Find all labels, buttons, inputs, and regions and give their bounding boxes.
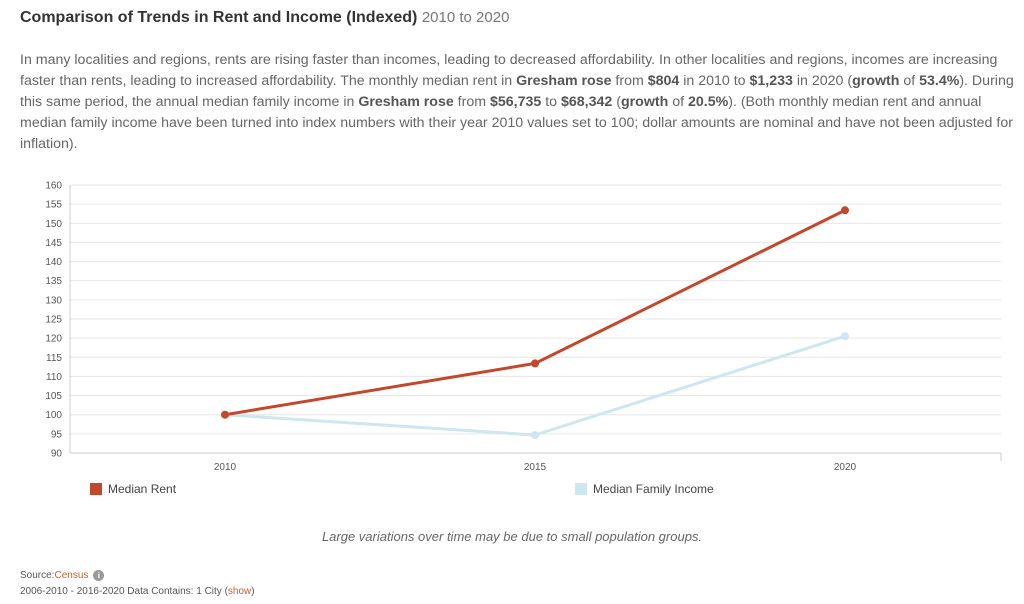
y-tick-label: 110 — [46, 372, 62, 383]
y-tick-label: 140 — [45, 257, 62, 268]
desc-text: of — [668, 94, 688, 110]
x-tick-label: 2020 — [834, 462, 857, 473]
meta-text: ) — [251, 586, 255, 597]
show-link[interactable]: show — [227, 586, 252, 597]
desc-text: In many localities and regions, rents ar… — [20, 52, 998, 89]
desc-place: Gresham rose — [358, 94, 454, 110]
data-point-median-rent — [221, 410, 229, 419]
series-line-median-family-income — [224, 334, 846, 437]
census-link[interactable]: Census — [54, 570, 89, 581]
desc-text: ). During this same period, the annual m… — [20, 73, 1014, 110]
source-line: Source: Census i — [20, 570, 105, 581]
data-point-median-rent — [841, 206, 849, 215]
series-line-median-rent — [224, 208, 846, 417]
y-tick-label: 100 — [45, 410, 62, 421]
legend-label-income: Median Family Income — [593, 482, 714, 496]
data-contains-line: 2006-2010 - 2016-2020 Data Contains: 1 C… — [20, 586, 255, 597]
desc-text: from — [611, 73, 648, 89]
y-tick-label: 135 — [45, 276, 62, 287]
desc-text: to — [541, 94, 562, 110]
chart-note: Large variations over time may be due to… — [321, 529, 703, 544]
desc-text: in 2020 ( — [792, 73, 853, 89]
desc-income-growth: 20.5% — [687, 94, 729, 110]
legend-swatch-income — [575, 483, 587, 495]
y-tick-label: 150 — [45, 219, 62, 230]
desc-rent-2010: $804 — [647, 73, 680, 89]
y-tick-label: 120 — [45, 334, 62, 345]
desc-growth-label: growth — [852, 73, 900, 89]
meta-text: 2006-2010 - 2016-2020 Data Contains: 1 C… — [20, 586, 228, 597]
desc-text: in 2010 to — [679, 73, 750, 89]
chart-description: In many localities and regions, rents ar… — [20, 50, 1015, 155]
info-icon[interactable]: i — [93, 570, 105, 581]
legend-item-median-rent[interactable]: Median Rent — [90, 482, 176, 496]
y-tick-label: 130 — [45, 295, 62, 306]
y-tick-label: 90 — [51, 449, 63, 460]
desc-income-2010: $56,735 — [490, 94, 542, 110]
desc-rent-growth: 53.4% — [919, 73, 960, 89]
legend-label-rent: Median Rent — [108, 482, 177, 496]
desc-text: ( — [612, 94, 621, 110]
page-title: Comparison of Trends in Rent and Income … — [20, 9, 509, 27]
data-point-median-family-income — [841, 332, 849, 341]
y-tick-label: 160 — [45, 181, 62, 192]
y-tick-label: 115 — [46, 353, 62, 364]
data-point-median-rent — [531, 359, 539, 368]
line-chart: 90 95 100 105 110 115 120 125 130 135 140 145 150 155… — [45, 181, 1002, 473]
desc-income-2020: $68,342 — [561, 94, 613, 110]
legend-item-median-family-income[interactable]: Median Family Income — [575, 482, 714, 496]
x-tick-label: 2015 — [524, 462, 547, 473]
desc-text: ). (Both monthly median rent and annual … — [20, 94, 1013, 152]
y-tick-label: 145 — [45, 238, 62, 249]
y-tick-label: 95 — [51, 429, 63, 440]
legend-swatch-rent — [90, 483, 102, 495]
source-label: Source: — [20, 570, 55, 581]
desc-rent-2020: $1,233 — [749, 73, 793, 89]
data-point-median-family-income — [531, 431, 539, 440]
y-tick-label: 155 — [45, 200, 62, 211]
y-tick-label: 125 — [45, 315, 62, 326]
x-tick-label: 2010 — [214, 462, 237, 473]
desc-place: Gresham rose — [516, 73, 612, 89]
desc-growth-label: growth — [620, 94, 669, 110]
y-tick-label: 105 — [45, 391, 62, 402]
desc-text: of — [899, 73, 920, 89]
chart-title: Comparison of Trends in Rent and Income … — [20, 9, 418, 26]
desc-text: from — [453, 94, 490, 110]
chart-years: 2010 to 2020 — [421, 9, 510, 26]
